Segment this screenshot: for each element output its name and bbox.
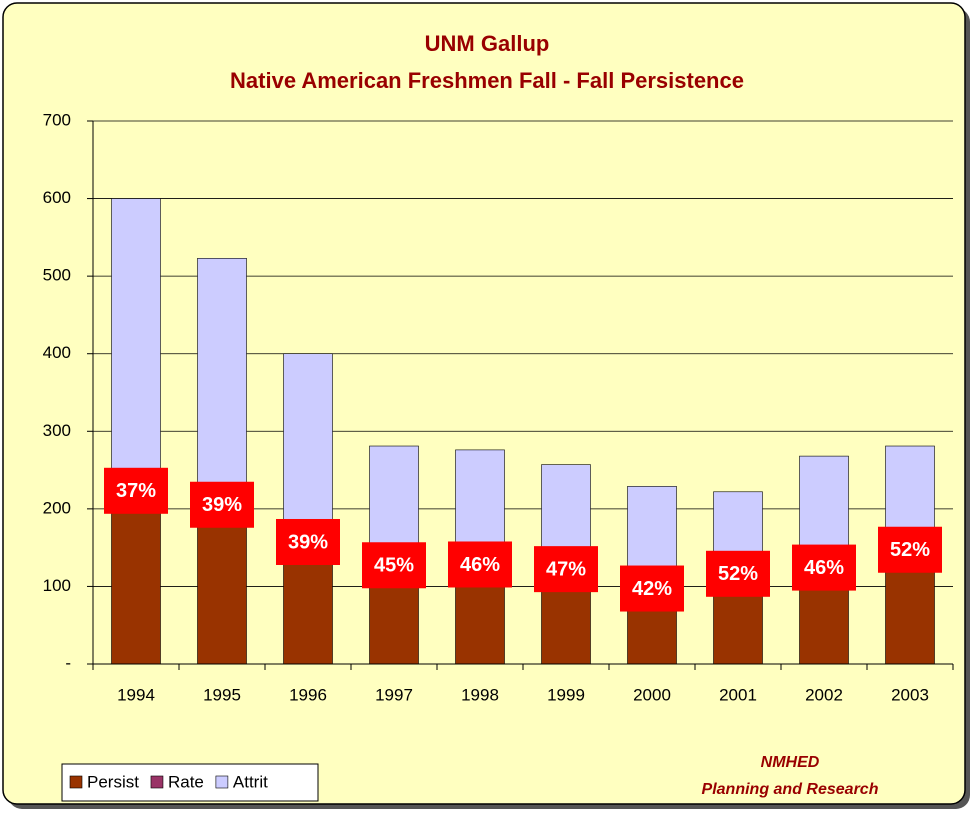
x-tick-label: 1996	[289, 685, 327, 704]
data-label: 39%	[202, 494, 242, 516]
y-tick-label: -	[65, 653, 71, 672]
legend-swatch	[150, 775, 164, 789]
legend-label: Rate	[168, 772, 204, 791]
data-label-box	[104, 467, 168, 514]
x-tick-label: 1994	[117, 685, 155, 704]
data-label: 37%	[116, 480, 156, 502]
x-tick-label: 2003	[891, 685, 929, 704]
y-tick-label: 600	[43, 188, 71, 207]
data-label: 46%	[804, 557, 844, 579]
bar	[283, 353, 333, 544]
legend-swatch	[215, 775, 229, 789]
data-label-box	[706, 550, 770, 597]
legend	[61, 763, 319, 802]
data-label-box	[878, 526, 942, 573]
annotation: Planning and Research	[702, 781, 879, 798]
data-label-box	[448, 541, 512, 588]
data-label: 52%	[718, 563, 758, 585]
data-label: 45%	[374, 555, 414, 577]
chart-subtitle: Native American Freshmen Fall - Fall Per…	[230, 68, 744, 93]
data-label: 47%	[546, 558, 586, 580]
legend-label: Persist	[87, 772, 139, 791]
bar	[111, 198, 161, 493]
y-tick-label: 200	[43, 498, 71, 517]
data-label-box	[792, 544, 856, 591]
x-tick-label: 1998	[461, 685, 499, 704]
data-label: 46%	[460, 554, 500, 576]
data-label-box	[362, 542, 426, 589]
data-label-box	[620, 565, 684, 612]
x-tick-label: 2000	[633, 685, 671, 704]
bar	[197, 505, 247, 665]
y-tick-label: 300	[43, 421, 71, 440]
x-tick-label: 2001	[719, 685, 757, 704]
legend-swatch	[69, 775, 83, 789]
annotation: NMHED	[761, 754, 820, 771]
data-label-box	[190, 481, 254, 528]
legend-label: Attrit	[233, 772, 268, 791]
data-label: 42%	[632, 578, 672, 600]
data-label: 39%	[288, 531, 328, 553]
x-tick-label: 2002	[805, 685, 843, 704]
y-tick-label: 100	[43, 576, 71, 595]
x-tick-label: 1995	[203, 685, 241, 704]
bar	[111, 491, 161, 665]
y-tick-label: 500	[43, 266, 71, 285]
data-label: 52%	[890, 539, 930, 561]
x-tick-label: 1999	[547, 685, 585, 704]
data-label-box	[534, 546, 598, 593]
bar	[197, 258, 247, 507]
x-tick-label: 1997	[375, 685, 413, 704]
y-tick-label: 700	[43, 110, 71, 129]
data-label-box	[276, 518, 340, 565]
y-tick-label: 400	[43, 343, 71, 362]
chart-title: UNM Gallup	[425, 31, 550, 56]
